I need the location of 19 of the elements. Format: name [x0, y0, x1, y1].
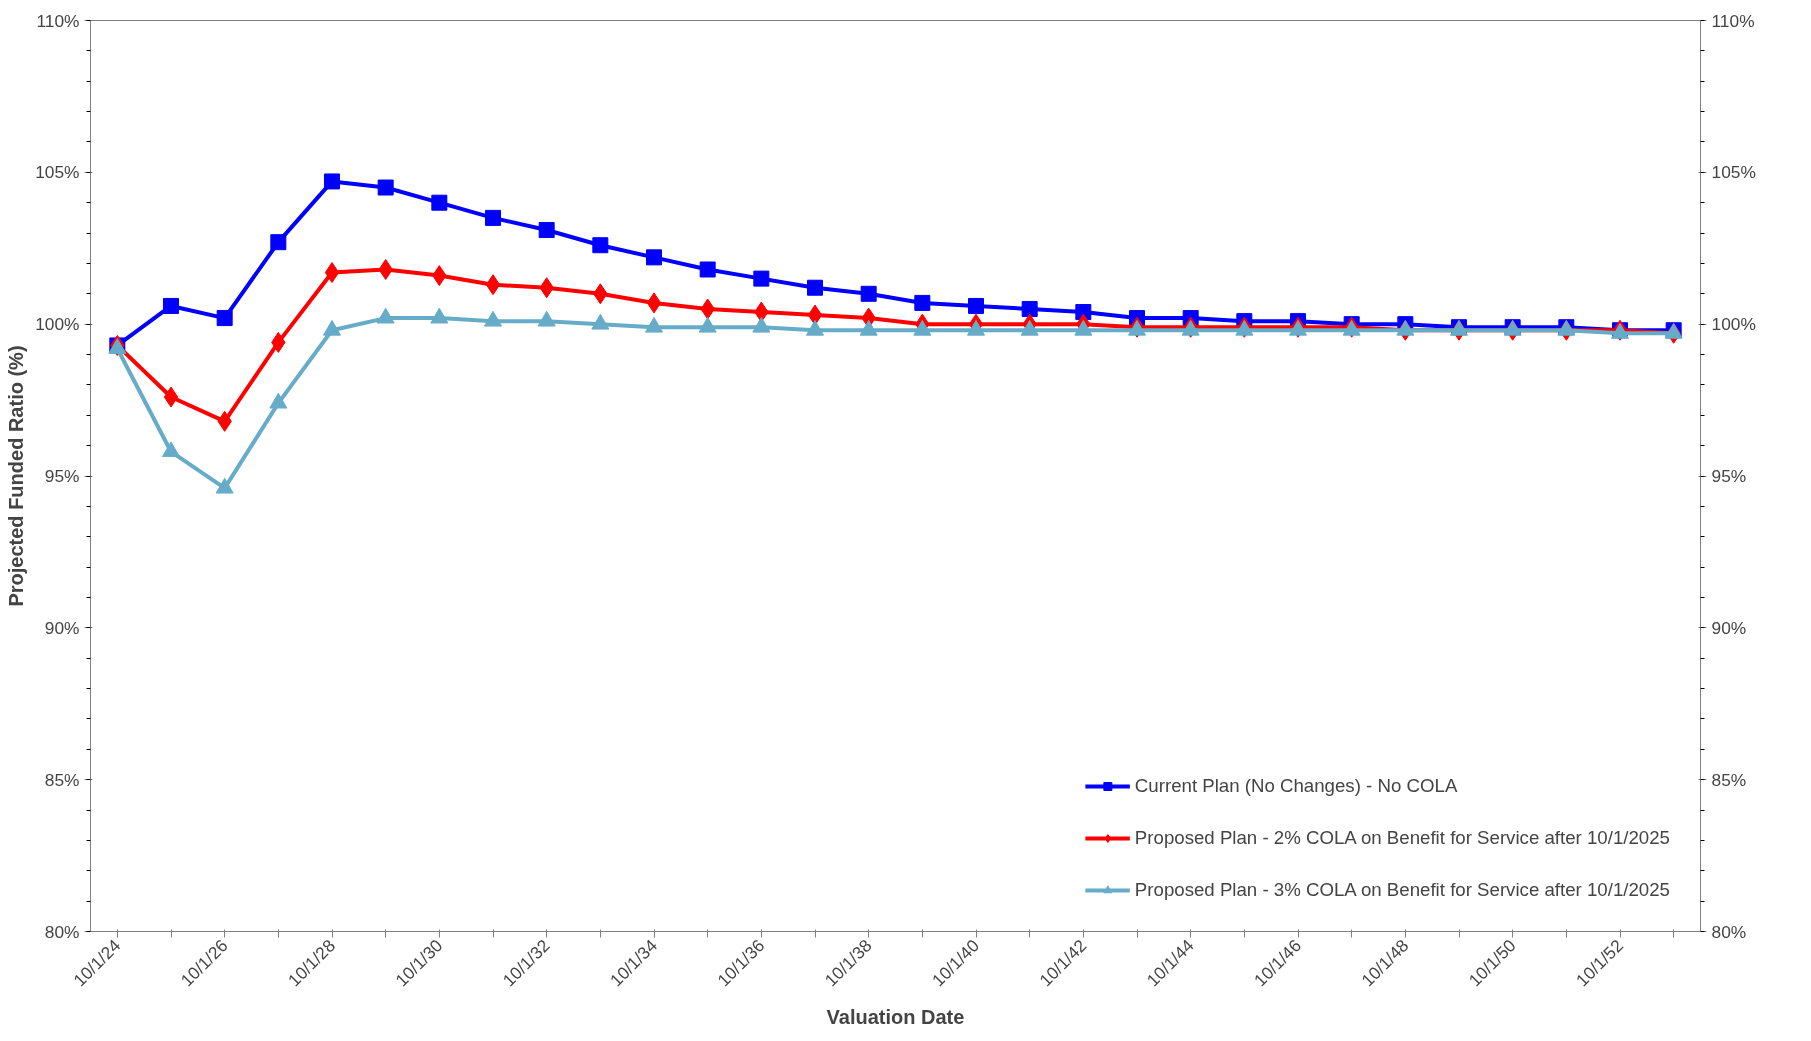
y2-tick-label: 90%	[1711, 617, 1747, 638]
y2-tick-label: 110%	[1711, 10, 1755, 31]
y2-tick-label: 105%	[1711, 162, 1756, 183]
y-tick-label: 110%	[36, 10, 80, 31]
y-axis-title: Projected Funded Ratio (%)	[5, 345, 28, 607]
legend-label: Proposed Plan - 3% COLA on Benefit for Service after 10/1/2025	[1134, 879, 1670, 901]
y2-tick-label: 80%	[1711, 921, 1747, 942]
legend-label: Current Plan (No Changes) - No COLA	[1134, 775, 1458, 797]
y-tick-label: 80%	[44, 921, 80, 942]
y2-tick-label: 85%	[1711, 769, 1747, 790]
x-axis-title: Valuation Date	[826, 1005, 965, 1028]
y-tick-label: 90%	[44, 617, 80, 638]
y2-tick-label: 95%	[1711, 466, 1747, 486]
y-tick-label: 105%	[35, 162, 80, 183]
y2-tick-label: 100%	[1711, 314, 1756, 335]
legend-label: Proposed Plan - 2% COLA on Benefit for Service after 10/1/2025	[1134, 827, 1670, 849]
y-tick-label: 100%	[35, 314, 80, 335]
y-tick-label: 85%	[44, 769, 80, 790]
y-tick-label: 95%	[44, 466, 80, 486]
